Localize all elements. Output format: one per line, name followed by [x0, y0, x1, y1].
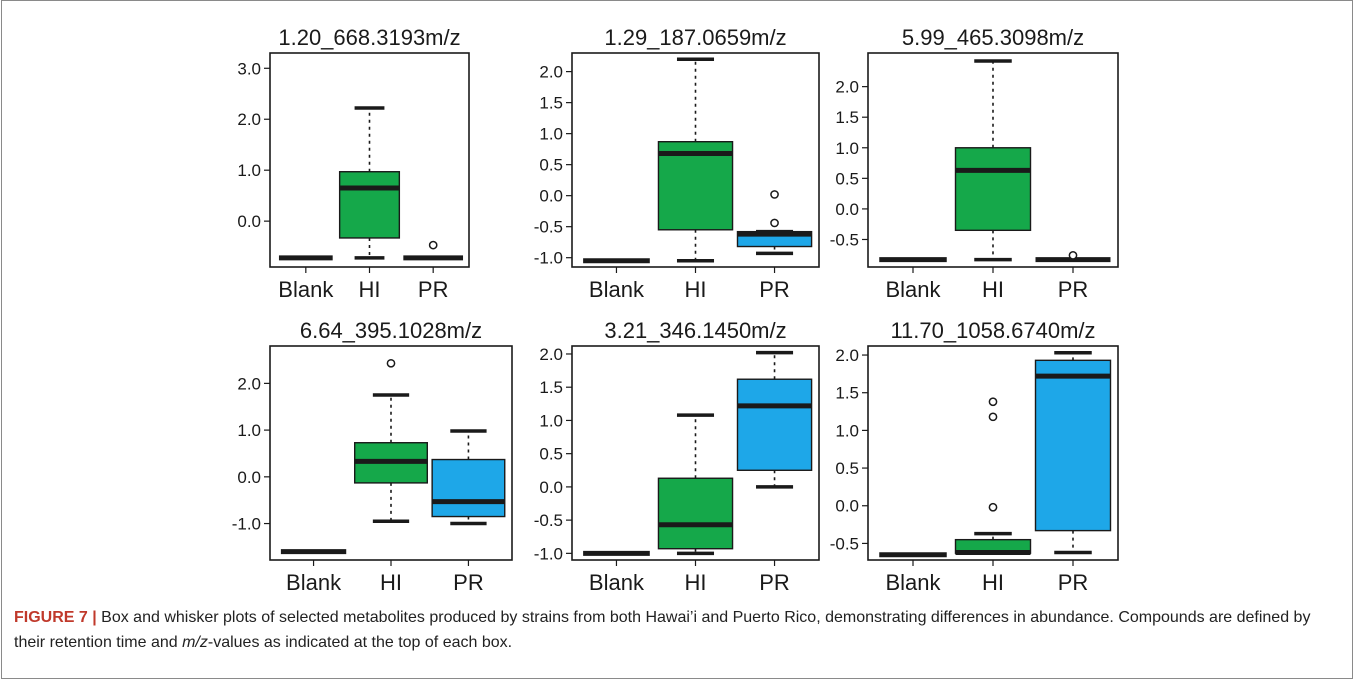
plot-panel-4: 6.64_395.1028m/z -1.0 0.0 1.0 2.0 Blank HI PR — [232, 318, 513, 595]
box-pr — [736, 350, 813, 489]
box-pr — [1034, 351, 1112, 555]
caption-label: FIGURE 7 | — [14, 609, 97, 626]
y-tick-label: -0.5 — [534, 218, 563, 237]
box-pr — [431, 429, 506, 526]
y-tick-label: 1.0 — [539, 125, 563, 144]
y-tick-label: 0.0 — [539, 478, 563, 497]
y-tick-label: 0.0 — [835, 200, 859, 219]
box-hi — [354, 358, 429, 523]
caption-mz: m/z — [182, 634, 208, 651]
box-hi — [954, 397, 1032, 555]
x-tick-label: Blank — [589, 570, 645, 595]
y-tick-label: 0.5 — [539, 156, 563, 175]
y-tick-label: 1.0 — [835, 139, 859, 158]
y-tick-label: 2.0 — [835, 78, 859, 97]
x-tick-label: PR — [1058, 570, 1089, 595]
plot-panel-1: 1.20_668.3193m/z 0.0 1.0 2.0 3.0 Blank HI PR — [237, 25, 470, 302]
caption-text-1: Box and whisker plots of selected metabo… — [14, 609, 1311, 651]
y-tick-label: 0.0 — [835, 497, 859, 516]
box-hi — [657, 413, 734, 556]
x-tick-label: Blank — [885, 277, 941, 302]
plot-title: 6.64_395.1028m/z — [300, 318, 482, 343]
box-pr — [1035, 251, 1111, 263]
y-tick-label: 1.0 — [237, 421, 261, 440]
plot-panel-3: 5.99_465.3098m/z -0.5 0.0 0.5 1.0 1.5 2.0 Blank… — [830, 25, 1119, 302]
y-tick-label: 0.0 — [237, 212, 261, 231]
outlier-point — [770, 218, 779, 228]
y-tick-label: 0.5 — [835, 169, 859, 188]
y-tick-label: 0.5 — [539, 445, 563, 464]
x-tick-label: HI — [982, 570, 1004, 595]
x-tick-label: PR — [759, 570, 790, 595]
plot-panel-5: 3.21_346.1450m/z -1.0 -0.5 0.0 0.5 1.0 1.5 2.0 B… — [534, 318, 820, 595]
x-tick-label: HI — [685, 570, 707, 595]
y-tick-label: 2.0 — [237, 374, 261, 393]
y-tick-label: 0.0 — [539, 187, 563, 206]
x-tick-label: PR — [1058, 277, 1089, 302]
plot-panel-2: 1.29_187.0659m/z -1.0 -0.5 0.0 0.5 1.0 1.5 2.0 B… — [534, 25, 820, 302]
y-tick-label: -1.0 — [534, 249, 563, 268]
plot-title: 1.20_668.3193m/z — [278, 25, 460, 50]
box-body — [657, 141, 734, 231]
y-tick-label: 1.0 — [835, 421, 859, 440]
y-tick-label: 1.0 — [539, 411, 563, 430]
outlier-point — [988, 397, 998, 407]
box-hi — [954, 59, 1032, 262]
figure-caption: FIGURE 7 | Box and whisker plots of sele… — [14, 605, 1334, 655]
outlier-point — [386, 358, 396, 368]
y-tick-label: -1.0 — [232, 515, 261, 534]
y-tick-label: 1.0 — [237, 161, 261, 180]
y-tick-label: 1.5 — [539, 378, 563, 397]
box-hi — [657, 57, 734, 263]
y-tick-label: 2.0 — [539, 63, 563, 82]
y-tick-label: -0.5 — [830, 534, 859, 553]
x-tick-label: PR — [759, 277, 790, 302]
y-tick-label: 1.5 — [835, 384, 859, 403]
x-tick-label: Blank — [885, 570, 941, 595]
box-body — [338, 171, 401, 239]
outlier-point — [770, 190, 779, 199]
plot-title: 3.21_346.1450m/z — [604, 318, 786, 343]
outlier-point — [988, 412, 998, 422]
caption-text-2: -values as indicated at the top of each … — [207, 634, 513, 651]
x-tick-label: Blank — [589, 277, 645, 302]
y-tick-label: 2.0 — [539, 345, 563, 364]
x-tick-label: HI — [982, 277, 1004, 302]
box-pr — [403, 240, 464, 261]
outlier-point — [428, 240, 438, 250]
x-tick-label: PR — [418, 277, 449, 302]
x-tick-label: Blank — [278, 277, 334, 302]
outlier-point — [988, 502, 998, 512]
x-tick-label: HI — [359, 277, 381, 302]
x-tick-label: Blank — [286, 570, 342, 595]
y-tick-label: 1.5 — [835, 108, 859, 127]
box-body — [431, 458, 506, 518]
y-tick-label: -0.5 — [534, 511, 563, 530]
box-body — [736, 378, 813, 471]
box-body — [1034, 359, 1112, 532]
y-tick-label: 2.0 — [237, 110, 261, 129]
y-tick-label: 2.0 — [835, 346, 859, 365]
box-body — [954, 147, 1032, 232]
plot-title: 5.99_465.3098m/z — [902, 25, 1084, 50]
x-tick-label: PR — [453, 570, 484, 595]
x-tick-label: HI — [685, 277, 707, 302]
y-tick-label: 0.5 — [835, 459, 859, 478]
y-tick-label: 1.5 — [539, 94, 563, 113]
y-tick-label: 0.0 — [237, 468, 261, 487]
outlier-point — [1068, 251, 1078, 260]
plot-title: 11.70_1058.6740m/z — [890, 318, 1095, 343]
y-tick-label: -1.0 — [534, 544, 563, 563]
box-hi — [338, 106, 401, 260]
x-tick-label: HI — [380, 570, 402, 595]
box-pr — [736, 190, 813, 256]
y-tick-label: 3.0 — [237, 59, 261, 78]
box-body — [657, 477, 734, 550]
y-tick-label: -0.5 — [830, 230, 859, 249]
plot-panel-6: 11.70_1058.6740m/z -0.5 0.0 0.5 1.0 1.5 2.0 Bla… — [830, 318, 1119, 595]
plot-title: 1.29_187.0659m/z — [604, 25, 786, 50]
